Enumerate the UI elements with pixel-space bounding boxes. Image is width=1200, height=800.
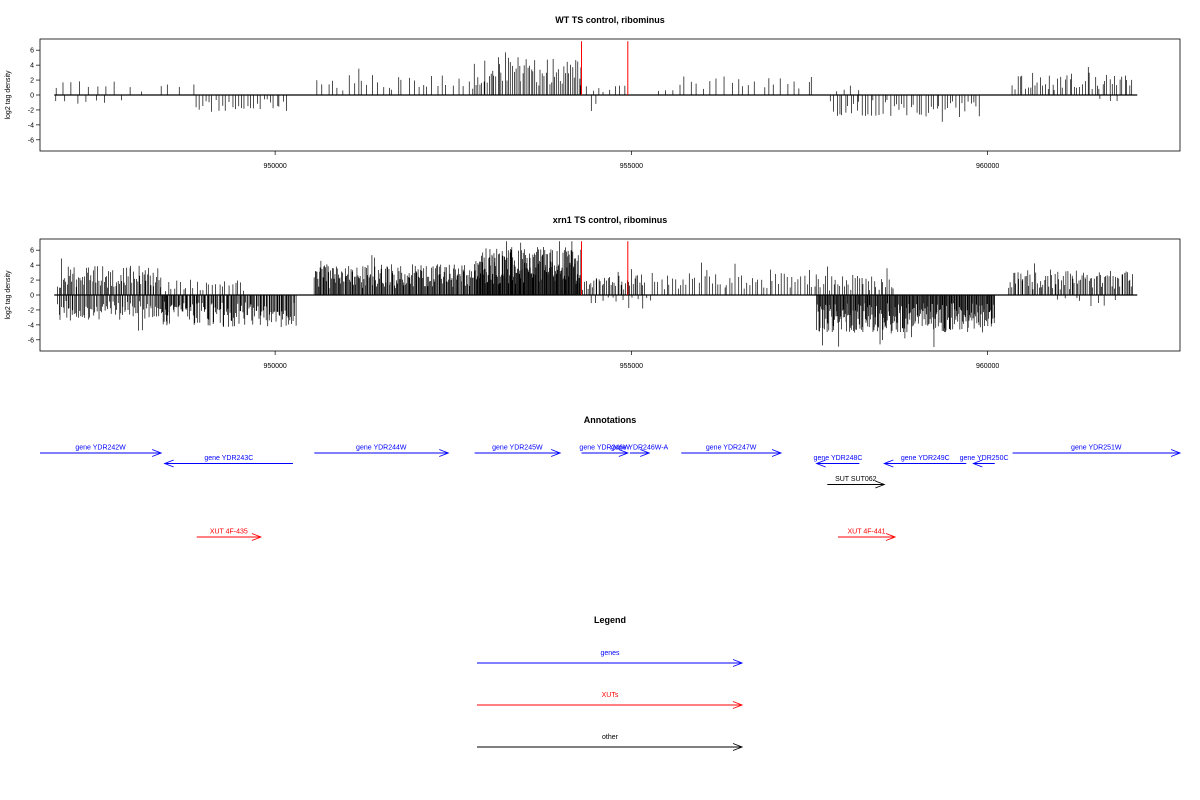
arrow-head: [732, 743, 744, 751]
y-tick-label: 6: [30, 48, 34, 55]
arrow-head: [815, 459, 826, 468]
y-tick-label: 0: [30, 93, 34, 100]
annotation-feature: gene YDR245W: [474, 445, 562, 457]
arrow-head: [550, 449, 562, 457]
feature-label: gene YDR249C: [901, 455, 950, 462]
y-axis: -6 -4 -2 0 2 4 6: [28, 248, 40, 344]
annotation-feature: SUT SUT062: [827, 476, 886, 489]
x-tick-label: 950000: [263, 363, 286, 370]
marker-lines: [581, 41, 629, 95]
legend-item: other: [477, 734, 744, 751]
legend-item: genes: [477, 650, 744, 667]
feature-label: gene YDR251W: [1071, 445, 1122, 452]
panel-wt: WT TS control, ribominus log2 tag densit…: [5, 15, 1181, 170]
feature-label: gene YDR250C: [960, 455, 1009, 462]
y-tick-label: 4: [30, 63, 34, 70]
annotation-feature: gene YDR242W: [40, 445, 163, 457]
y-tick-label: 6: [30, 248, 34, 255]
feature-label: gene YDR244W: [356, 445, 407, 452]
feature-label: gene YDR246W: [579, 445, 630, 452]
arrow-head: [640, 449, 651, 457]
y-tick-label: -2: [28, 307, 34, 314]
x-tick-label: 955000: [620, 163, 643, 170]
feature-label: gene YDR242W: [75, 445, 126, 452]
annotation-feature: gene YDR250C: [960, 455, 1009, 468]
annotation-features: gene YDR242W gene YDR243C gene YDR244W gene…: [40, 445, 1182, 541]
y-tick-label: -6: [28, 137, 34, 144]
feature-label: gene YDR247W: [706, 445, 757, 452]
annotation-feature: gene YDR243C: [163, 455, 293, 468]
annotation-feature: gene YDR249C: [883, 455, 967, 468]
annotation-feature: gene YDR248C: [814, 455, 863, 468]
legend: Legend genes XUTs other: [477, 615, 744, 751]
annotation-feature: XUT 4F-441: [838, 529, 897, 541]
arrow-head: [883, 459, 894, 468]
arrow-head: [875, 480, 886, 489]
y-axis: -6 -4 -2 0 2 4 6: [28, 48, 40, 144]
annotations-title: Annotations: [584, 415, 637, 425]
feature-label: gene YDR246W-A: [611, 445, 669, 452]
annotation-feature: gene YDR247W: [681, 445, 783, 457]
arrow-head: [618, 449, 630, 457]
arrow-head: [732, 701, 744, 709]
annotation-feature: gene YDR251W: [1012, 445, 1182, 457]
arrow-head: [732, 659, 744, 667]
feature-label: gene YDR245W: [492, 445, 543, 452]
y-tick-label: -6: [28, 337, 34, 344]
x-tick-label: 960000: [976, 363, 999, 370]
legend-label: other: [602, 734, 619, 741]
y-tick-label: 2: [30, 78, 34, 85]
chart-title: WT TS control, ribominus: [555, 15, 665, 25]
arrow-head: [885, 533, 897, 541]
y-tick-label: -2: [28, 107, 34, 114]
x-tick-label: 955000: [620, 363, 643, 370]
y-axis-label: log2 tag density: [5, 270, 12, 320]
arrow-head: [771, 449, 783, 457]
annotation-feature: gene YDR246W-A: [611, 445, 669, 457]
arrow-head: [251, 533, 263, 541]
legend-item: XUTs: [477, 692, 744, 709]
legend-title: Legend: [594, 615, 626, 625]
arrow-head: [163, 459, 174, 468]
annotation-feature: gene YDR246W: [579, 445, 630, 457]
density-bars: [54, 52, 1138, 122]
chart-title: xrn1 TS control, ribominus: [553, 215, 668, 225]
y-tick-label: 4: [30, 263, 34, 270]
arrow-head: [151, 449, 163, 457]
annotation-feature: gene YDR244W: [314, 445, 450, 457]
x-tick-label: 950000: [263, 163, 286, 170]
y-axis-label: log2 tag density: [5, 70, 12, 120]
feature-label: gene YDR243C: [204, 455, 253, 462]
arrow-head: [972, 459, 983, 468]
feature-label: XUT 4F-441: [848, 529, 886, 536]
feature-label: XUT 4F-435: [210, 529, 248, 536]
legend-items: genes XUTs other: [477, 650, 744, 751]
legend-label: XUTs: [602, 692, 619, 699]
x-axis: 950000 955000 960000: [263, 351, 999, 370]
y-tick-label: -4: [28, 322, 34, 329]
feature-label: SUT SUT062: [835, 476, 877, 483]
annotation-feature: XUT 4F-435: [196, 529, 263, 541]
x-axis: 950000 955000 960000: [263, 151, 999, 170]
arrow-head: [1170, 449, 1182, 457]
arrow-head: [439, 449, 450, 457]
panel-xrn1: xrn1 TS control, ribominus log2 tag dens…: [5, 215, 1181, 370]
legend-label: genes: [600, 650, 620, 657]
feature-label: gene YDR248C: [814, 455, 863, 462]
y-tick-label: 2: [30, 278, 34, 285]
density-bars: [54, 241, 1138, 348]
y-tick-label: 0: [30, 293, 34, 300]
marker-lines: [581, 241, 629, 295]
y-tick-label: -4: [28, 122, 34, 129]
x-tick-label: 960000: [976, 163, 999, 170]
